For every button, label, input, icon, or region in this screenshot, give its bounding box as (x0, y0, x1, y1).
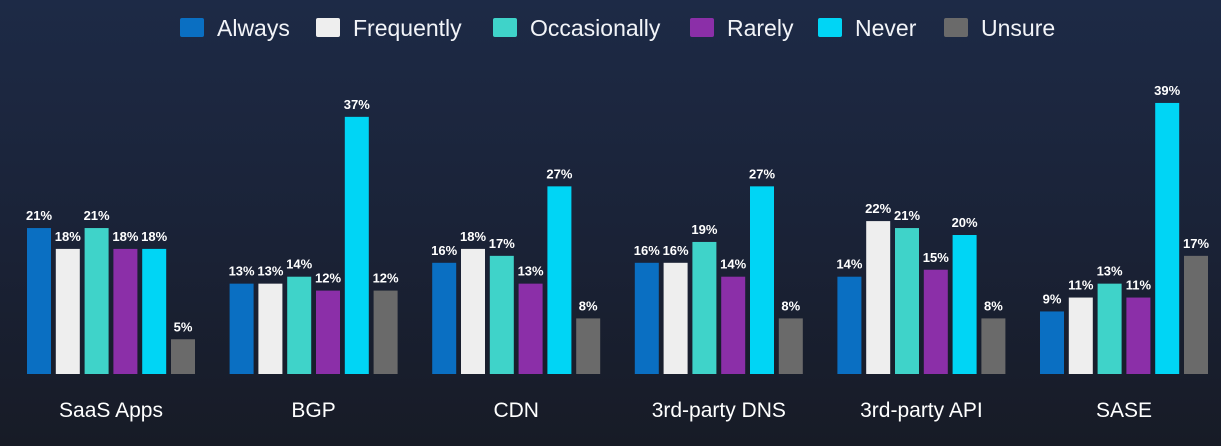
category-label-bgp: BGP (291, 399, 335, 422)
legend-swatch-occasionally (493, 18, 517, 37)
legend: Always Frequently Occasionally Rarely Never U… (180, 15, 1055, 41)
bar-bgp-rarely (316, 290, 340, 374)
data-label-3rd-party-dns-never: 27% (749, 166, 775, 181)
bar-cdn-never (547, 186, 572, 374)
data-label-3rd-party-api-frequently: 22% (865, 201, 891, 216)
data-label-cdn-unsure: 8% (579, 298, 598, 313)
data-label-saas-apps-rarely: 18% (112, 229, 138, 244)
bar-sase-unsure (1184, 255, 1208, 374)
data-label-sase-unsure: 17% (1183, 236, 1209, 251)
bar-saas-apps-unsure (171, 339, 195, 374)
data-label-saas-apps-never: 18% (141, 229, 167, 244)
data-label-sase-always: 9% (1043, 291, 1062, 306)
bar-bgp-unsure (373, 290, 398, 374)
category-label-3rd-party-api: 3rd-party API (860, 399, 983, 422)
data-label-3rd-party-dns-always: 16% (634, 243, 660, 258)
legend-label-frequently: Frequently (353, 15, 462, 41)
bar-3rd-party-dns-never (750, 186, 774, 374)
bars (27, 102, 1208, 374)
bar-3rd-party-dns-rarely (721, 276, 746, 374)
data-label-3rd-party-api-unsure: 8% (984, 298, 1003, 313)
data-label-saas-apps-frequently: 18% (55, 229, 81, 244)
data-label-3rd-party-api-rarely: 15% (923, 250, 949, 265)
bar-3rd-party-dns-frequently (663, 262, 688, 374)
data-label-saas-apps-always: 21% (26, 208, 52, 223)
bar-sase-occasionally (1097, 283, 1122, 374)
data-label-3rd-party-dns-rarely: 14% (720, 257, 746, 272)
legend-swatch-frequently (316, 18, 340, 37)
bar-3rd-party-api-always (837, 276, 862, 374)
data-label-cdn-occasionally: 17% (489, 236, 515, 251)
data-label-cdn-frequently: 18% (460, 229, 486, 244)
category-label-sase: SASE (1096, 399, 1152, 422)
bar-3rd-party-dns-unsure (778, 318, 803, 374)
data-label-3rd-party-dns-unsure: 8% (781, 298, 800, 313)
legend-label-never: Never (855, 15, 917, 41)
data-label-saas-apps-occasionally: 21% (84, 208, 110, 223)
bar-3rd-party-api-never (952, 235, 977, 374)
bar-saas-apps-frequently (55, 248, 80, 374)
legend-swatch-never (818, 18, 842, 37)
bar-bgp-occasionally (287, 276, 312, 374)
bar-sase-always (1040, 311, 1064, 374)
category-label-cdn: CDN (493, 399, 539, 422)
legend-label-rarely: Rarely (727, 15, 794, 41)
legend-label-always: Always (217, 15, 290, 41)
bar-saas-apps-rarely (113, 248, 138, 374)
data-label-bgp-rarely: 12% (315, 271, 341, 286)
data-label-sase-rarely: 11% (1126, 278, 1152, 293)
bar-labels: 21%18%21%18% 18%5%13% 13% 14%12%37%12%16%18… (26, 83, 1209, 334)
data-label-bgp-frequently: 13% (257, 264, 283, 279)
data-label-bgp-unsure: 12% (373, 271, 399, 286)
data-label-3rd-party-api-always: 14% (836, 257, 862, 272)
data-label-cdn-rarely: 13% (518, 264, 544, 279)
data-label-bgp-never: 37% (344, 97, 370, 112)
bar-3rd-party-api-rarely (923, 269, 948, 374)
bar-saas-apps-always (27, 228, 51, 374)
bar-sase-rarely (1126, 297, 1151, 374)
bar-saas-apps-never (142, 248, 167, 374)
data-label-sase-never: 39% (1154, 83, 1180, 98)
bar-3rd-party-dns-occasionally (692, 241, 717, 374)
bar-bgp-never (344, 116, 369, 374)
data-label-cdn-always: 16% (431, 243, 457, 258)
bar-bgp-frequently (258, 283, 283, 374)
data-label-bgp-occasionally: 14% (286, 257, 312, 272)
legend-label-unsure: Unsure (981, 15, 1055, 41)
data-label-sase-occasionally: 13% (1097, 264, 1123, 279)
data-label-cdn-never: 27% (546, 166, 572, 181)
bar-3rd-party-api-occasionally (895, 228, 919, 374)
category-labels: SaaS Apps BGP CDN 3rd-party DNS 3rd-party AP… (59, 399, 1152, 422)
category-label-saas-apps: SaaS Apps (59, 399, 163, 422)
bar-3rd-party-api-frequently (866, 221, 891, 374)
bar-saas-apps-occasionally (84, 228, 109, 374)
bar-sase-frequently (1068, 297, 1093, 374)
bar-cdn-unsure (576, 318, 601, 374)
data-label-saas-apps-unsure: 5% (174, 319, 193, 334)
bar-cdn-rarely (518, 283, 543, 374)
data-label-sase-frequently: 11% (1068, 278, 1094, 293)
legend-swatch-always (180, 18, 204, 37)
bar-3rd-party-dns-always (634, 262, 659, 374)
legend-label-occasionally: Occasionally (530, 15, 661, 41)
legend-swatch-rarely (690, 18, 714, 37)
bar-cdn-frequently (461, 248, 485, 374)
data-label-3rd-party-api-occasionally: 21% (894, 208, 920, 223)
bar-3rd-party-api-unsure (981, 318, 1006, 374)
data-label-3rd-party-dns-occasionally: 19% (691, 222, 717, 237)
legend-swatch-unsure (944, 18, 968, 37)
bar-cdn-always (432, 262, 457, 374)
bar-bgp-always (229, 283, 254, 374)
data-label-3rd-party-dns-frequently: 16% (663, 243, 689, 258)
bar-sase-never (1155, 102, 1180, 374)
data-label-bgp-always: 13% (229, 264, 255, 279)
data-label-3rd-party-api-never: 20% (952, 215, 978, 230)
category-label-3rd-party-dns: 3rd-party DNS (652, 399, 786, 422)
bar-cdn-occasionally (489, 255, 514, 374)
